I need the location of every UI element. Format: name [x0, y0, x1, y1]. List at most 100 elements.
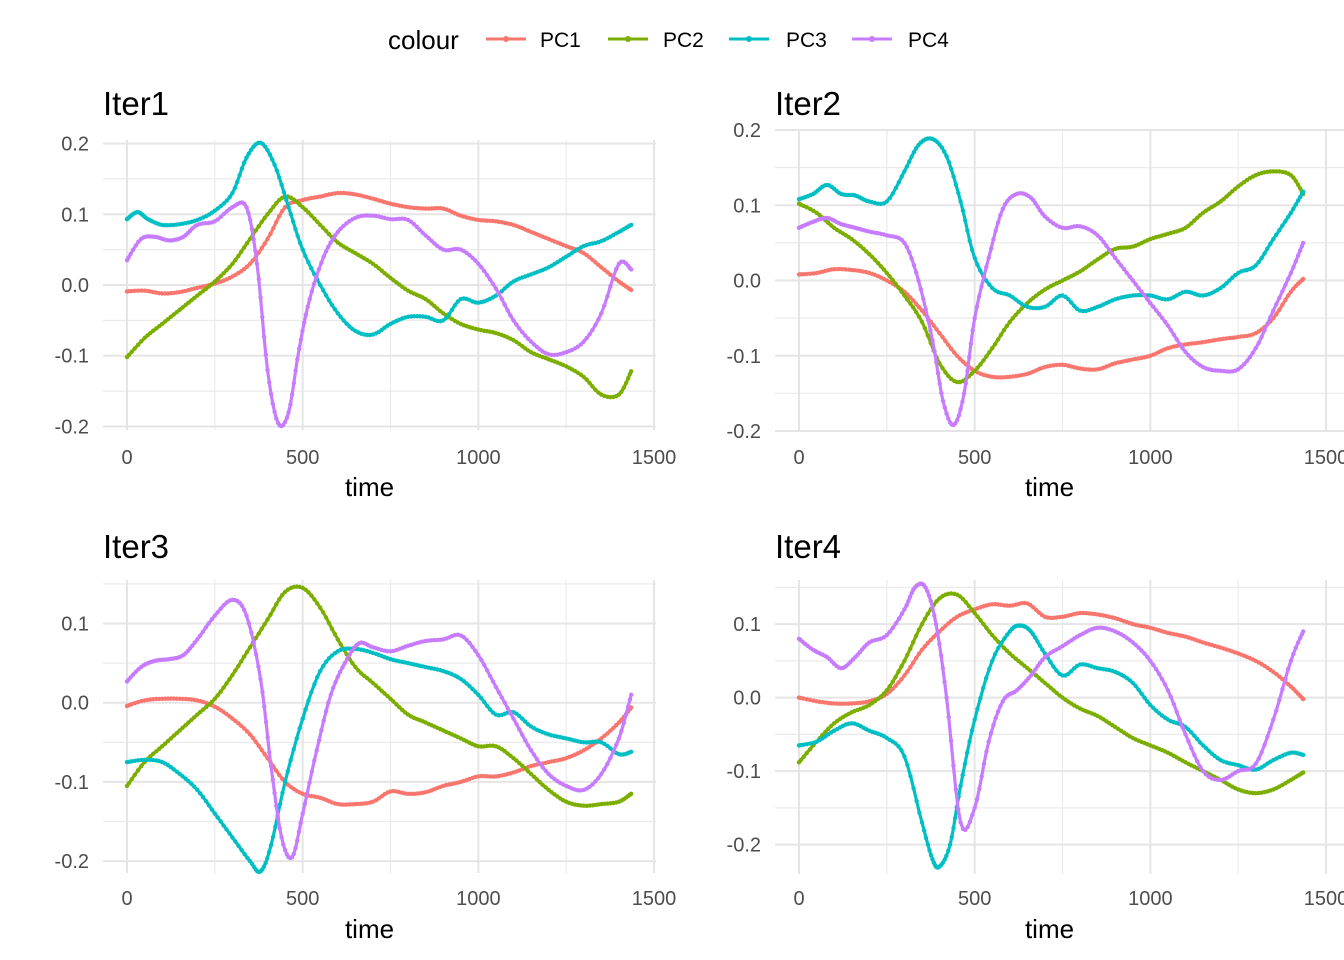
- data-point: [1039, 678, 1045, 683]
- data-point: [907, 594, 913, 599]
- data-point: [319, 728, 324, 733]
- data-point: [807, 697, 813, 703]
- data-point: [1230, 275, 1235, 280]
- data-point: [338, 226, 343, 231]
- y-tick-label: 0.0: [61, 693, 89, 715]
- data-point: [302, 320, 307, 325]
- data-point: [978, 618, 983, 623]
- data-point: [629, 222, 634, 228]
- data-point: [1286, 293, 1291, 298]
- data-point: [382, 691, 387, 696]
- data-point: [528, 771, 534, 777]
- data-point: [949, 346, 954, 351]
- data-point: [132, 758, 137, 763]
- data-point: [970, 812, 975, 818]
- data-point: [514, 322, 519, 327]
- data-point: [323, 228, 329, 234]
- data-point: [893, 621, 899, 626]
- data-point: [1095, 233, 1100, 238]
- x-tick-label: 1000: [456, 888, 501, 910]
- data-point: [590, 782, 595, 787]
- data-point: [890, 277, 895, 283]
- data-point: [321, 663, 326, 669]
- data-point: [476, 692, 481, 697]
- data-point: [280, 790, 285, 796]
- data-point: [922, 326, 928, 331]
- data-point: [611, 274, 616, 280]
- data-point: [514, 721, 519, 727]
- data-point: [893, 674, 898, 680]
- data-point: [919, 820, 925, 825]
- data-point: [977, 786, 982, 791]
- data-point: [967, 739, 972, 744]
- data-point: [918, 287, 923, 292]
- data-point: [807, 206, 813, 212]
- data-point: [1145, 699, 1150, 704]
- data-point: [426, 235, 431, 241]
- data-point: [956, 807, 961, 812]
- y-tick-label: 0.1: [733, 614, 761, 636]
- data-point: [1298, 635, 1303, 641]
- data-point: [1283, 282, 1288, 288]
- data-point: [937, 142, 942, 147]
- data-point: [1001, 645, 1007, 650]
- data-point: [596, 317, 601, 322]
- data-point: [629, 791, 634, 796]
- data-point: [487, 673, 493, 679]
- data-point: [244, 613, 249, 618]
- data-point: [956, 413, 962, 418]
- data-point: [321, 610, 326, 615]
- data-point: [965, 368, 970, 374]
- data-point: [490, 281, 496, 287]
- data-point: [957, 594, 963, 599]
- data-point: [248, 147, 254, 153]
- data-point: [349, 648, 355, 654]
- data-point: [508, 711, 513, 716]
- data-point: [807, 271, 813, 276]
- data-point: [993, 651, 998, 657]
- y-tick-label: -0.2: [727, 835, 761, 857]
- data-point: [925, 611, 930, 617]
- x-tick-label: 1000: [1128, 888, 1173, 910]
- data-point: [285, 769, 290, 774]
- data-point: [940, 626, 945, 631]
- data-point: [180, 725, 185, 730]
- data-point: [473, 258, 478, 263]
- data-point: [1031, 197, 1036, 203]
- data-point: [263, 719, 269, 725]
- data-point: [928, 328, 933, 333]
- data-point: [1048, 659, 1053, 665]
- y-tick-label: -0.1: [55, 346, 89, 368]
- data-point: [323, 659, 329, 664]
- data-point: [203, 286, 209, 291]
- data-point: [1036, 610, 1042, 615]
- data-point: [484, 703, 490, 709]
- y-tick-label: 0.1: [61, 614, 89, 636]
- data-point: [1301, 752, 1306, 758]
- data-point: [629, 369, 634, 374]
- data-point: [986, 739, 991, 744]
- data-point: [904, 603, 909, 608]
- data-point: [206, 284, 212, 289]
- data-point: [303, 587, 308, 592]
- data-point: [258, 295, 263, 300]
- data-point: [1000, 699, 1005, 704]
- data-point: [230, 835, 235, 840]
- data-point: [247, 645, 253, 650]
- data-point: [944, 411, 949, 416]
- data-point: [326, 298, 332, 303]
- data-point: [987, 282, 992, 287]
- data-point: [549, 774, 554, 779]
- data-point: [991, 723, 996, 728]
- data-point: [804, 271, 809, 277]
- data-point: [470, 255, 475, 260]
- data-point: [350, 661, 355, 666]
- data-point: [126, 352, 132, 358]
- data-point: [165, 317, 171, 322]
- data-point: [271, 607, 276, 612]
- data-point: [242, 852, 247, 857]
- data-point: [1115, 259, 1121, 264]
- data-point: [441, 318, 446, 323]
- data-point: [534, 777, 540, 782]
- panel-title: Iter2: [775, 85, 841, 122]
